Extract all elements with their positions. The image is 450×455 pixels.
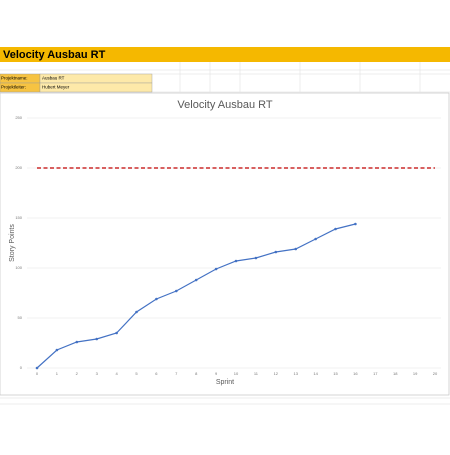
x-tick-label: 18 (393, 371, 398, 376)
x-tick-label: 13 (293, 371, 298, 376)
x-tick-label: 6 (155, 371, 158, 376)
field-label: Projektleiter: (1, 85, 26, 90)
chart-title: Velocity Ausbau RT (177, 99, 272, 111)
x-tick-label: 19 (413, 371, 418, 376)
x-tick-label: 15 (333, 371, 338, 376)
field-value: Ausbau RT (42, 76, 65, 81)
data-point (294, 247, 298, 251)
data-point (55, 348, 59, 352)
y-tick-label: 100 (15, 265, 22, 270)
data-point (75, 340, 79, 344)
data-point (234, 259, 238, 263)
data-point (254, 256, 258, 260)
y-tick-label: 150 (15, 215, 22, 220)
data-point (155, 297, 158, 301)
field-value: Hubert Meyer (42, 85, 70, 90)
x-tick-label: 9 (215, 371, 218, 376)
data-point (135, 310, 138, 314)
data-point (334, 227, 337, 231)
x-tick-label: 20 (433, 371, 438, 376)
data-point (115, 331, 118, 335)
data-point (214, 267, 218, 271)
x-tick-label: 11 (254, 371, 259, 376)
x-tick-label: 17 (373, 371, 378, 376)
x-tick-label: 14 (313, 371, 318, 376)
x-axis-label: Sprint (216, 379, 234, 386)
x-tick-label: 10 (234, 371, 239, 376)
data-point (354, 222, 357, 226)
y-tick-label: 50 (18, 315, 23, 320)
x-tick-label: 5 (135, 371, 138, 376)
title-bar (0, 47, 450, 62)
x-tick-label: 1 (56, 371, 59, 376)
data-point (35, 366, 39, 370)
data-point (95, 337, 98, 341)
x-tick-label: 16 (353, 371, 358, 376)
x-tick-label: 4 (115, 371, 118, 376)
data-point (175, 289, 178, 293)
y-tick-label: 0 (20, 365, 23, 370)
y-axis-label: Story Points (9, 224, 16, 262)
x-tick-label: 3 (96, 371, 99, 376)
field-label: Projektname: (1, 76, 28, 81)
x-tick-label: 2 (76, 371, 79, 376)
x-tick-label: 0 (36, 371, 39, 376)
y-tick-label: 200 (15, 165, 22, 170)
field-value-cell (39, 82, 153, 93)
sheet-title: Velocity Ausbau RT (3, 49, 106, 61)
chart-area (0, 92, 450, 396)
x-tick-label: 7 (175, 371, 178, 376)
data-point (314, 237, 317, 241)
x-tick-label: 12 (274, 371, 279, 376)
data-point (274, 250, 278, 254)
y-tick-label: 250 (15, 115, 22, 120)
x-tick-label: 8 (195, 371, 198, 376)
data-point (194, 278, 198, 282)
